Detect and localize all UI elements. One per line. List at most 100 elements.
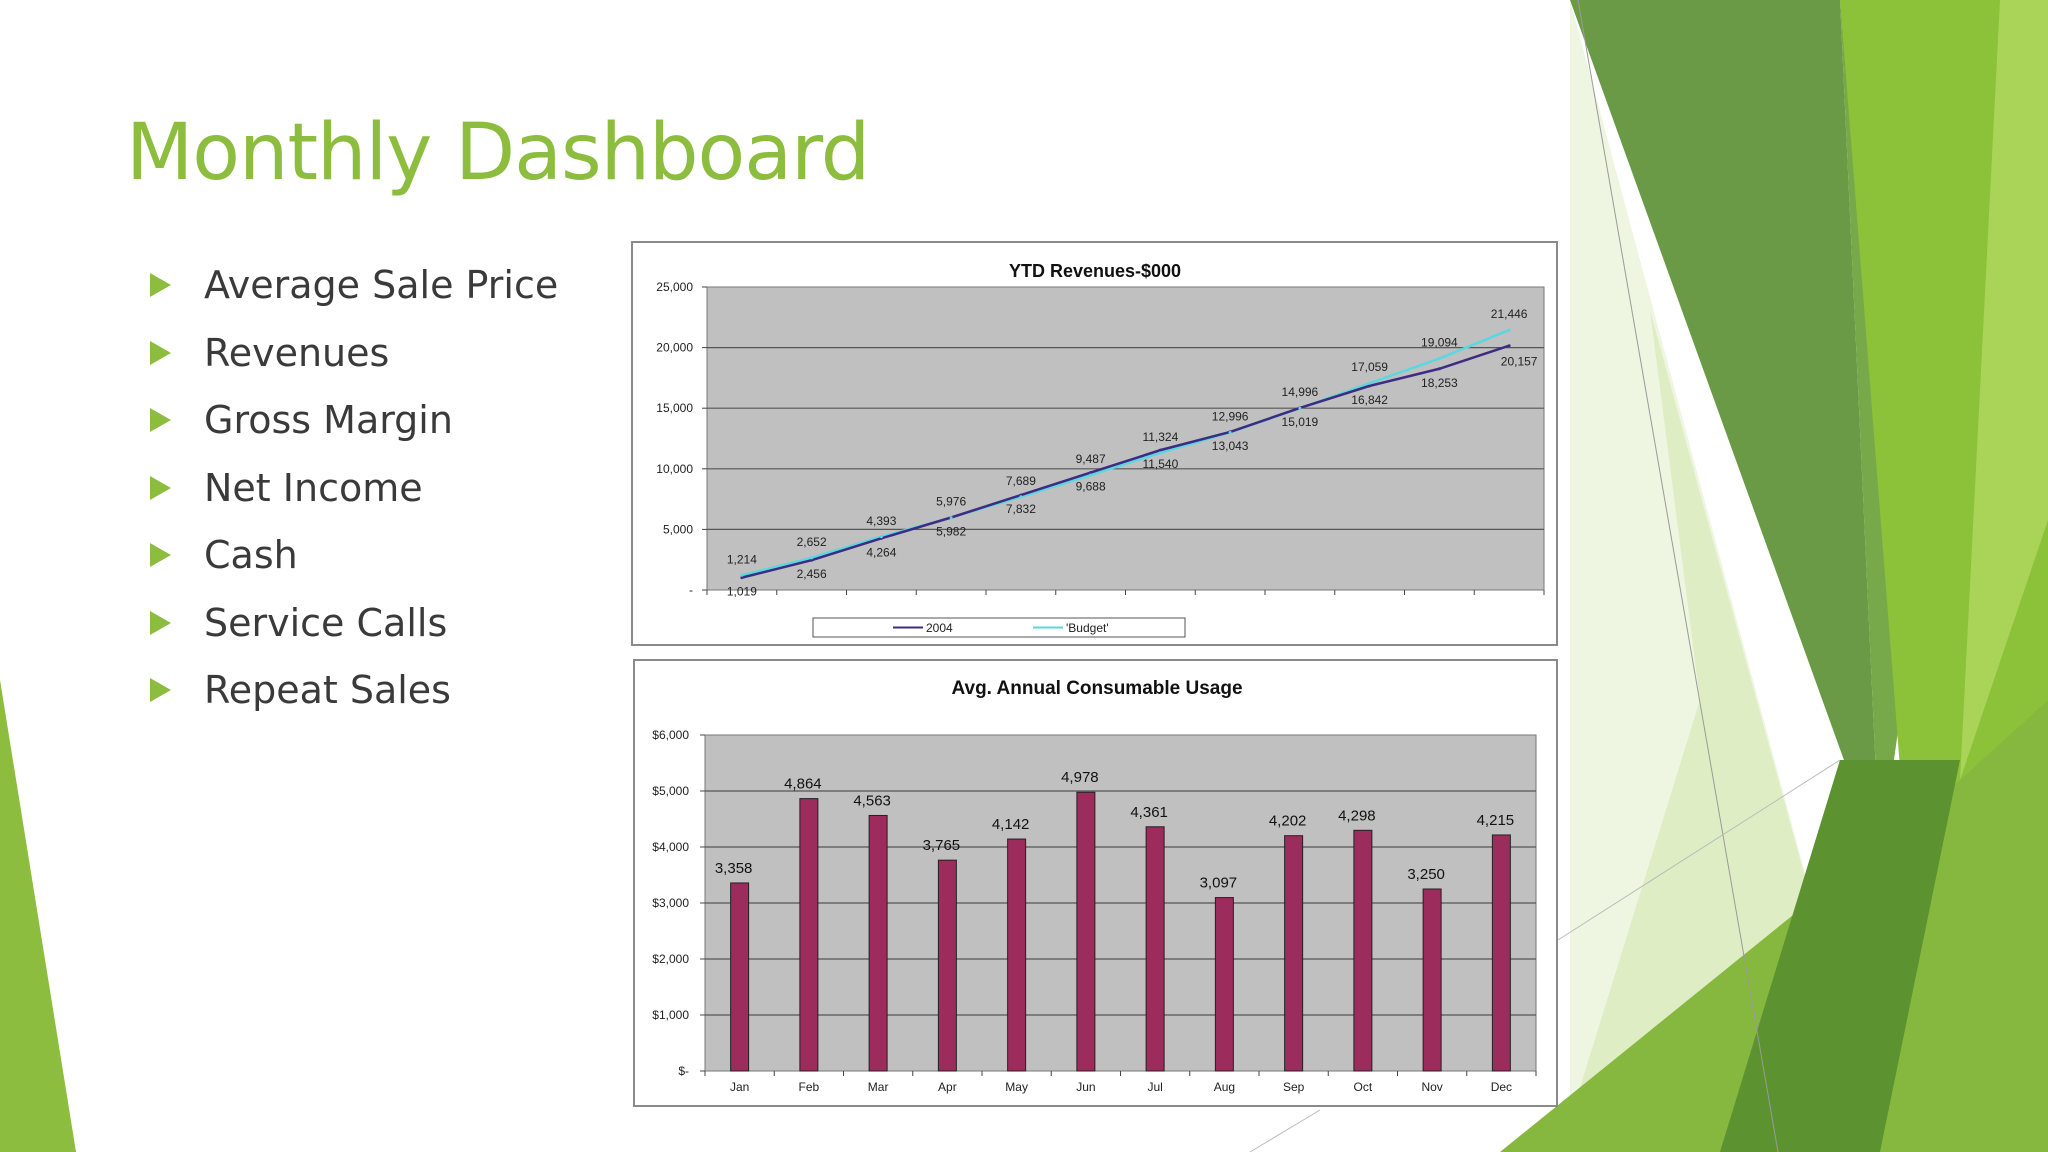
bar bbox=[1007, 838, 1027, 1072]
bar-chart: Avg. Annual Consumable Usage $6,000 $5,000… bbox=[652, 678, 1537, 1094]
right-lime-shard bbox=[1960, 0, 2048, 780]
data-label: 4,563 bbox=[853, 792, 891, 809]
data-label: 2,652 bbox=[797, 535, 827, 549]
data-label: 5,976 bbox=[936, 495, 966, 509]
bullet-list: Average Sale Price Revenues Gross Margin… bbox=[150, 256, 558, 729]
y-tick-label: $1,000 bbox=[652, 1008, 689, 1022]
data-label: 18,253 bbox=[1421, 376, 1458, 390]
data-point bbox=[1158, 451, 1162, 455]
bullet-label: Revenues bbox=[204, 330, 390, 375]
bullet-label: Gross Margin bbox=[204, 398, 453, 442]
left-green-shard bbox=[0, 680, 76, 1152]
data-label: 4,264 bbox=[866, 545, 896, 559]
x-tick-label: Sep bbox=[1283, 1080, 1305, 1094]
bullet-label: Service Calls bbox=[204, 600, 448, 645]
series-line bbox=[741, 344, 1510, 579]
legend-label: 2004 bbox=[926, 621, 953, 635]
x-tick-label: Nov bbox=[1421, 1080, 1442, 1094]
y-tick-label: $5,000 bbox=[652, 784, 689, 798]
bar bbox=[1076, 791, 1096, 1072]
deco-line bbox=[1577, 0, 1779, 1152]
x-tick-label: Aug bbox=[1214, 1080, 1235, 1094]
chart-title: Avg. Annual Consumable Usage bbox=[951, 678, 1242, 699]
x-tick-label: Jul bbox=[1147, 1080, 1162, 1094]
deco-line bbox=[1249, 1109, 1321, 1152]
y-tick-label: $4,000 bbox=[652, 840, 689, 854]
data-label: 21,446 bbox=[1491, 307, 1528, 321]
y-tick-label: - bbox=[689, 583, 693, 597]
triangle-arrow-icon bbox=[150, 543, 171, 567]
data-label: 9,688 bbox=[1076, 480, 1106, 494]
data-label: 11,324 bbox=[1142, 430, 1178, 444]
data-label: 14,996 bbox=[1282, 385, 1319, 399]
data-label: 19,094 bbox=[1421, 336, 1458, 350]
bar bbox=[868, 814, 888, 1072]
y-tick-label: $6,000 bbox=[652, 728, 689, 742]
data-label: 4,978 bbox=[1061, 769, 1099, 786]
data-point bbox=[1507, 344, 1511, 348]
data-label: 4,215 bbox=[1477, 812, 1515, 829]
y-tick-label: $- bbox=[678, 1064, 689, 1078]
x-tick-label: Jan bbox=[730, 1080, 749, 1094]
x-tick-label: Apr bbox=[938, 1080, 957, 1094]
data-label: 9,487 bbox=[1076, 452, 1106, 466]
data-label: 4,864 bbox=[784, 776, 822, 793]
data-label: 4,142 bbox=[992, 816, 1030, 833]
y-tick-label: 5,000 bbox=[663, 522, 693, 536]
bullet-label: Average Sale Price bbox=[204, 263, 559, 307]
bullet-label: Repeat Sales bbox=[204, 668, 451, 712]
bullet-item: Average Sale Price bbox=[150, 256, 558, 324]
bar bbox=[1284, 835, 1304, 1072]
x-tick-label: Oct bbox=[1354, 1080, 1373, 1094]
data-point bbox=[1437, 367, 1441, 371]
legend-label: 'Budget' bbox=[1066, 621, 1109, 635]
data-label: 12,996 bbox=[1212, 409, 1249, 423]
y-tick-label: 25,000 bbox=[656, 280, 693, 294]
bar bbox=[937, 859, 957, 1072]
data-point bbox=[1507, 328, 1511, 332]
triangle-arrow-icon bbox=[150, 408, 171, 432]
line-chart: YTD Revenues-$000 25,000 20,000 15,000 10,00… bbox=[656, 261, 1545, 638]
bar bbox=[1422, 888, 1442, 1072]
data-point bbox=[740, 576, 744, 580]
triangle-arrow-icon bbox=[150, 340, 171, 365]
deco-line bbox=[1557, 759, 1841, 941]
data-point bbox=[1019, 495, 1023, 499]
data-label: 2,456 bbox=[797, 567, 827, 581]
data-point bbox=[1089, 473, 1093, 477]
data-label: 16,842 bbox=[1351, 393, 1388, 407]
data-point bbox=[949, 516, 953, 520]
bullet-label: Net Income bbox=[204, 465, 423, 510]
data-label: 15,019 bbox=[1282, 415, 1319, 429]
page-title: Monthly Dashboard bbox=[126, 108, 870, 198]
data-point bbox=[740, 573, 744, 577]
data-point bbox=[1089, 471, 1093, 475]
right-pale-shard bbox=[1570, 0, 1880, 1152]
y-tick-label: 10,000 bbox=[656, 462, 693, 476]
bullet-item: Gross Margin bbox=[150, 391, 558, 459]
data-label: 11,540 bbox=[1142, 457, 1178, 471]
data-point bbox=[1437, 357, 1441, 361]
data-label: 3,358 bbox=[715, 860, 753, 877]
triangle-arrow-icon bbox=[150, 475, 171, 500]
y-tick-label: 20,000 bbox=[656, 341, 693, 355]
data-point bbox=[1158, 448, 1162, 452]
y-tick-label: $2,000 bbox=[652, 952, 689, 966]
bottom-green-shard bbox=[1500, 700, 2048, 1152]
series-line bbox=[741, 328, 1510, 577]
consumable-usage-chart: Avg. Annual Consumable Usage $6,000 $5,000… bbox=[633, 659, 1558, 1107]
bullet-item: Cash bbox=[150, 526, 558, 594]
legend bbox=[812, 617, 1186, 638]
x-tick-label: Dec bbox=[1491, 1080, 1512, 1094]
triangle-arrow-icon bbox=[150, 273, 171, 297]
bar bbox=[1491, 834, 1511, 1072]
data-label: 13,043 bbox=[1212, 439, 1249, 453]
ytd-revenue-chart: YTD Revenues-$000 25,000 20,000 15,000 10,00… bbox=[631, 241, 1558, 646]
bullet-item: Revenues bbox=[150, 324, 558, 392]
bar bbox=[799, 798, 819, 1072]
triangle-arrow-icon bbox=[150, 678, 171, 702]
y-tick-label: 15,000 bbox=[656, 401, 693, 415]
data-label: 4,298 bbox=[1338, 807, 1376, 824]
chart-title: YTD Revenues-$000 bbox=[1009, 261, 1181, 281]
